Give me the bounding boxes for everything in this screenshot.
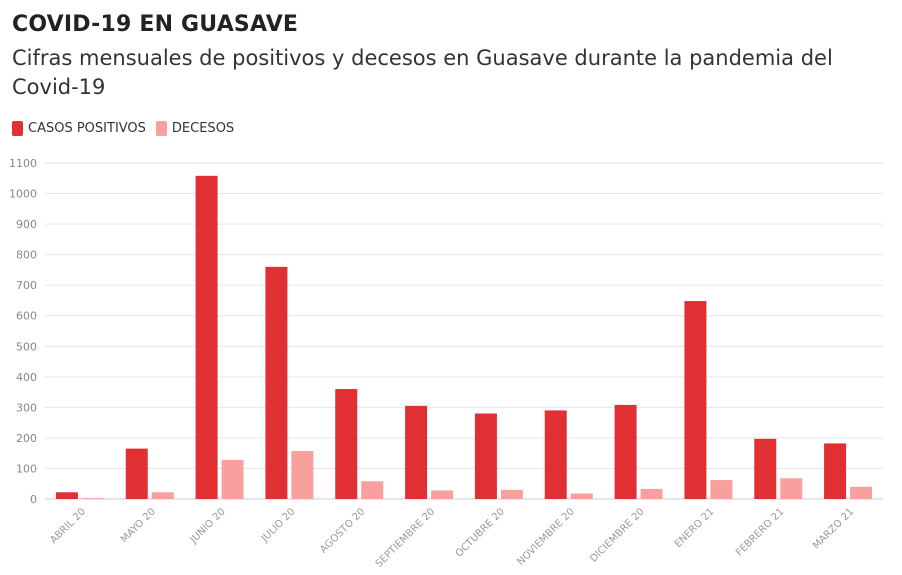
y-tick-label: 700 [16,279,37,292]
gridlines [45,162,883,500]
x-tick-label: FEBRERO 21 [734,506,786,558]
x-tick-label: NOVIEMBRE 20 [515,506,576,567]
y-tick-label: 200 [16,432,37,445]
bar-decesos[interactable] [431,490,454,499]
bar-decesos[interactable] [291,451,314,499]
bar-decesos[interactable] [640,488,663,499]
chart-subtitle: Cifras mensuales de positivos y decesos … [12,46,833,99]
y-tick-label: 400 [16,371,37,384]
bar-decesos[interactable] [500,489,523,499]
bar-decesos[interactable] [850,486,873,499]
legend-label-casos-positivos: CASOS POSITIVOS [28,121,146,136]
bar-casos-positivos[interactable] [544,410,567,499]
x-tick-label: DICIEMBRE 20 [588,506,646,564]
x-axis: ABRIL 20 MAYO 20 JUNIO 20 JULIO 20 AGOSTO 20… [48,506,856,569]
x-tick-label: ABRIL 20 [48,506,88,546]
bar-casos-positivos[interactable] [474,413,497,499]
bar-casos-positivos[interactable] [125,448,148,499]
y-tick-label: 500 [16,340,37,353]
y-axis: 0 100 200 300 400 500 600 700 800 900 1000 1100 [9,157,37,506]
legend-item-casos-positivos[interactable]: CASOS POSITIVOS [12,121,146,136]
x-tick-label: JUNIO 20 [188,506,228,546]
x-tick-label: JULIO 20 [259,506,298,545]
y-tick-label: 300 [16,401,37,414]
bar-decesos[interactable] [361,481,384,499]
bar-casos-positivos[interactable] [265,266,288,499]
bar-casos-positivos[interactable] [335,389,358,499]
y-tick-label: 100 [16,462,37,475]
x-tick-label: OCTUBRE 20 [454,506,507,559]
chart-legend: CASOS POSITIVOS DECESOS [12,121,244,136]
legend-swatch-decesos [155,121,167,136]
legend-label-decesos: DECESOS [171,121,235,136]
bar-casos-positivos[interactable] [754,438,777,499]
bar-casos-positivos[interactable] [824,443,847,499]
x-tick-label: MAYO 20 [119,506,158,545]
x-tick-label: SEPTIEMBRE 20 [374,506,437,569]
bar-decesos[interactable] [780,478,803,499]
bar-decesos[interactable] [81,498,104,499]
bar-decesos[interactable] [221,459,244,499]
x-tick-label: MARZO 21 [811,506,856,551]
chart-title: COVID-19 EN GUASAVE [12,12,299,37]
y-tick-label: 900 [16,218,37,231]
legend-swatch-casos-positivos [12,121,23,136]
bar-casos-positivos[interactable] [614,404,637,499]
bar-casos-positivos[interactable] [55,492,78,499]
bar-casos-positivos[interactable] [195,175,218,499]
x-tick-label: ENERO 21 [673,506,717,550]
y-tick-label: 1100 [9,157,37,170]
bar-decesos[interactable] [710,480,733,499]
bar-decesos[interactable] [151,492,174,499]
legend-item-decesos[interactable]: DECESOS [155,121,235,136]
y-tick-label: 0 [30,493,37,506]
x-tick-label: AGOSTO 20 [318,506,367,555]
bars [55,175,873,499]
bar-decesos[interactable] [570,493,593,499]
y-tick-label: 800 [16,249,37,262]
y-tick-label: 600 [16,310,37,323]
y-tick-label: 1000 [9,188,37,201]
bar-casos-positivos[interactable] [405,405,428,499]
bar-casos-positivos[interactable] [684,301,707,499]
